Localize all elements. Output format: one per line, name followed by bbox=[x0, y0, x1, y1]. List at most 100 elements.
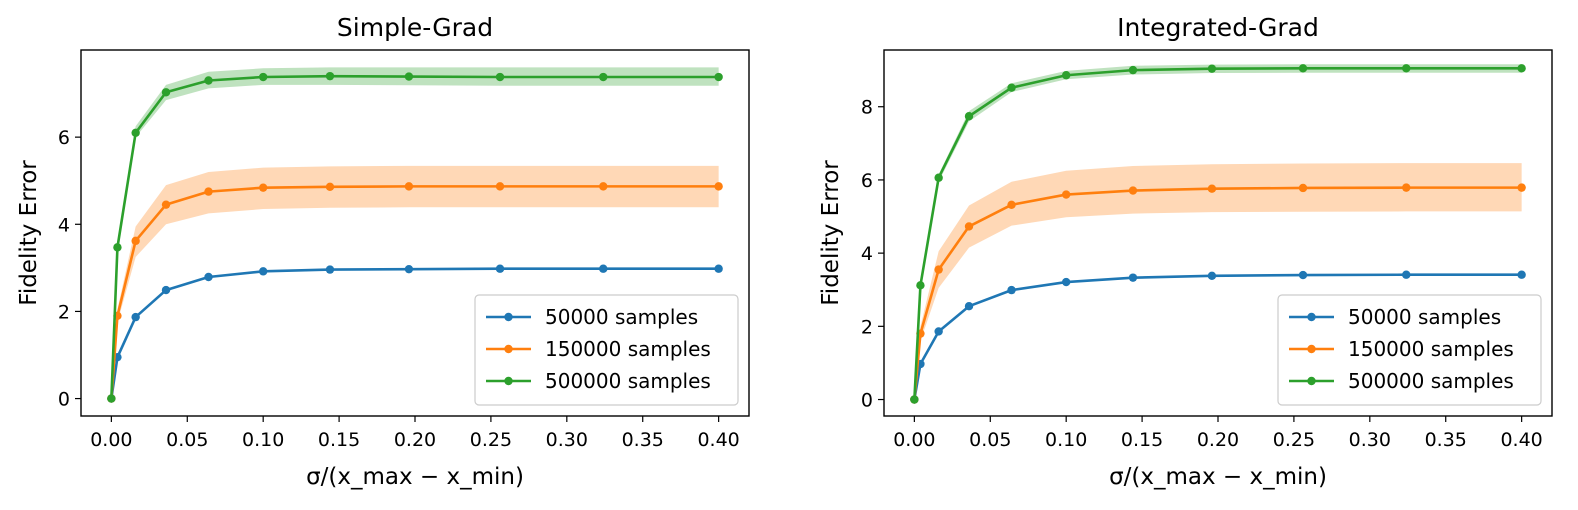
x-tick-label: 0.10 bbox=[1045, 429, 1087, 451]
data-point bbox=[1517, 183, 1526, 192]
x-tick-label: 0.00 bbox=[90, 429, 132, 451]
data-point bbox=[934, 173, 943, 182]
data-point bbox=[599, 264, 608, 273]
chart-title: Integrated-Grad bbox=[1117, 13, 1319, 42]
x-tick-label: 0.20 bbox=[1197, 429, 1239, 451]
data-point bbox=[910, 395, 919, 404]
x-tick-label: 0.15 bbox=[318, 429, 360, 451]
y-tick-label: 6 bbox=[861, 170, 873, 192]
x-tick-label: 0.40 bbox=[1500, 429, 1542, 451]
x-tick-label: 0.25 bbox=[1273, 429, 1315, 451]
legend-label: 150000 samples bbox=[545, 337, 711, 361]
data-point bbox=[1128, 65, 1138, 75]
legend-swatch-marker bbox=[1307, 344, 1316, 354]
legend-swatch-marker bbox=[504, 376, 513, 386]
data-point bbox=[325, 182, 335, 192]
legend-label: 50000 samples bbox=[1348, 305, 1501, 329]
data-point bbox=[1298, 270, 1308, 280]
y-tick-label: 0 bbox=[861, 390, 873, 412]
legend-box bbox=[474, 294, 739, 406]
data-point bbox=[495, 264, 505, 273]
data-point bbox=[204, 76, 213, 85]
data-point bbox=[404, 182, 414, 191]
data-point bbox=[1061, 71, 1071, 80]
data-point bbox=[204, 187, 213, 196]
data-point bbox=[934, 265, 943, 274]
data-point bbox=[934, 327, 943, 336]
data-point bbox=[599, 182, 608, 191]
legend: 50000 samples 150000 samples 500000 sample… bbox=[1277, 294, 1542, 406]
data-point bbox=[107, 394, 116, 403]
panel-2: Integrated-Grad 0.00 0.05 0.10 0.15 0.20 0.25 0… bbox=[818, 13, 1553, 490]
legend-swatch-marker bbox=[1307, 376, 1316, 386]
x-tick-label: 0.05 bbox=[969, 429, 1011, 451]
x-tick-label: 0.30 bbox=[546, 429, 588, 451]
data-point bbox=[161, 285, 171, 295]
data-point bbox=[1207, 64, 1217, 73]
data-point bbox=[1128, 273, 1138, 282]
x-tick-label: 0.30 bbox=[1349, 429, 1391, 451]
data-point bbox=[1517, 64, 1526, 73]
legend: 50000 samples 150000 samples 500000 sample… bbox=[474, 294, 739, 406]
legend-label: 500000 samples bbox=[1348, 369, 1514, 393]
data-point bbox=[161, 200, 171, 209]
x-tick-label: 0.35 bbox=[1425, 429, 1467, 451]
data-point bbox=[714, 264, 723, 273]
y-axis-label: Fidelity Error bbox=[16, 160, 42, 306]
legend-label: 150000 samples bbox=[1348, 337, 1514, 361]
legend-swatch-marker bbox=[504, 312, 513, 322]
legend-label: 500000 samples bbox=[545, 369, 711, 393]
y-axis-label: Fidelity Error bbox=[818, 160, 844, 306]
data-point bbox=[1128, 186, 1138, 195]
data-point bbox=[1007, 285, 1016, 295]
y-tick-label: 4 bbox=[58, 214, 70, 236]
data-point bbox=[964, 302, 974, 311]
y-tick-label: 2 bbox=[861, 316, 873, 338]
data-point bbox=[1007, 83, 1016, 92]
data-point bbox=[1402, 270, 1411, 279]
y-tick-label: 4 bbox=[861, 243, 873, 265]
x-tick-label: 0.20 bbox=[394, 429, 436, 451]
data-point bbox=[1207, 271, 1217, 281]
data-point bbox=[1007, 200, 1016, 210]
data-point bbox=[1298, 64, 1308, 73]
y-tick-label: 2 bbox=[58, 301, 70, 323]
y-tick-label: 8 bbox=[861, 97, 873, 119]
data-point bbox=[1298, 183, 1308, 193]
x-tick-label: 0.10 bbox=[242, 429, 284, 451]
x-axis-label: σ/(x_max − x_min) bbox=[1109, 464, 1327, 490]
data-point bbox=[131, 312, 140, 322]
data-point bbox=[916, 281, 925, 290]
data-point bbox=[495, 182, 505, 191]
data-point bbox=[161, 88, 171, 97]
legend-label: 50000 samples bbox=[545, 305, 698, 329]
data-point bbox=[131, 236, 140, 246]
legend-swatch-marker bbox=[504, 344, 513, 354]
series-band bbox=[111, 165, 719, 399]
x-tick-label: 0.05 bbox=[166, 429, 208, 451]
panel-1: Simple-Grad 0.00 0.05 0.10 0.15 0.20 0.25 0.30 0… bbox=[16, 13, 750, 490]
data-point bbox=[258, 183, 268, 192]
x-tick-label: 0.40 bbox=[697, 429, 739, 451]
data-point bbox=[1061, 190, 1071, 199]
data-point bbox=[1402, 183, 1411, 192]
data-point bbox=[1207, 184, 1217, 193]
y-tick-label: 0 bbox=[58, 389, 70, 411]
x-tick-label: 0.15 bbox=[1121, 429, 1163, 451]
data-point bbox=[714, 72, 723, 82]
data-point bbox=[258, 267, 268, 276]
x-axis-label: σ/(x_max − x_min) bbox=[306, 464, 524, 490]
data-point bbox=[714, 182, 723, 191]
x-tick-label: 0.00 bbox=[893, 429, 935, 451]
data-point bbox=[964, 112, 974, 121]
chart-title: Simple-Grad bbox=[337, 13, 493, 42]
data-point bbox=[1517, 270, 1526, 279]
legend-box bbox=[1277, 294, 1542, 406]
data-point bbox=[131, 128, 140, 137]
data-point bbox=[964, 222, 974, 231]
data-point bbox=[599, 72, 608, 82]
data-point bbox=[325, 265, 335, 274]
legend-swatch-marker bbox=[1307, 312, 1316, 322]
data-point bbox=[1061, 277, 1071, 287]
